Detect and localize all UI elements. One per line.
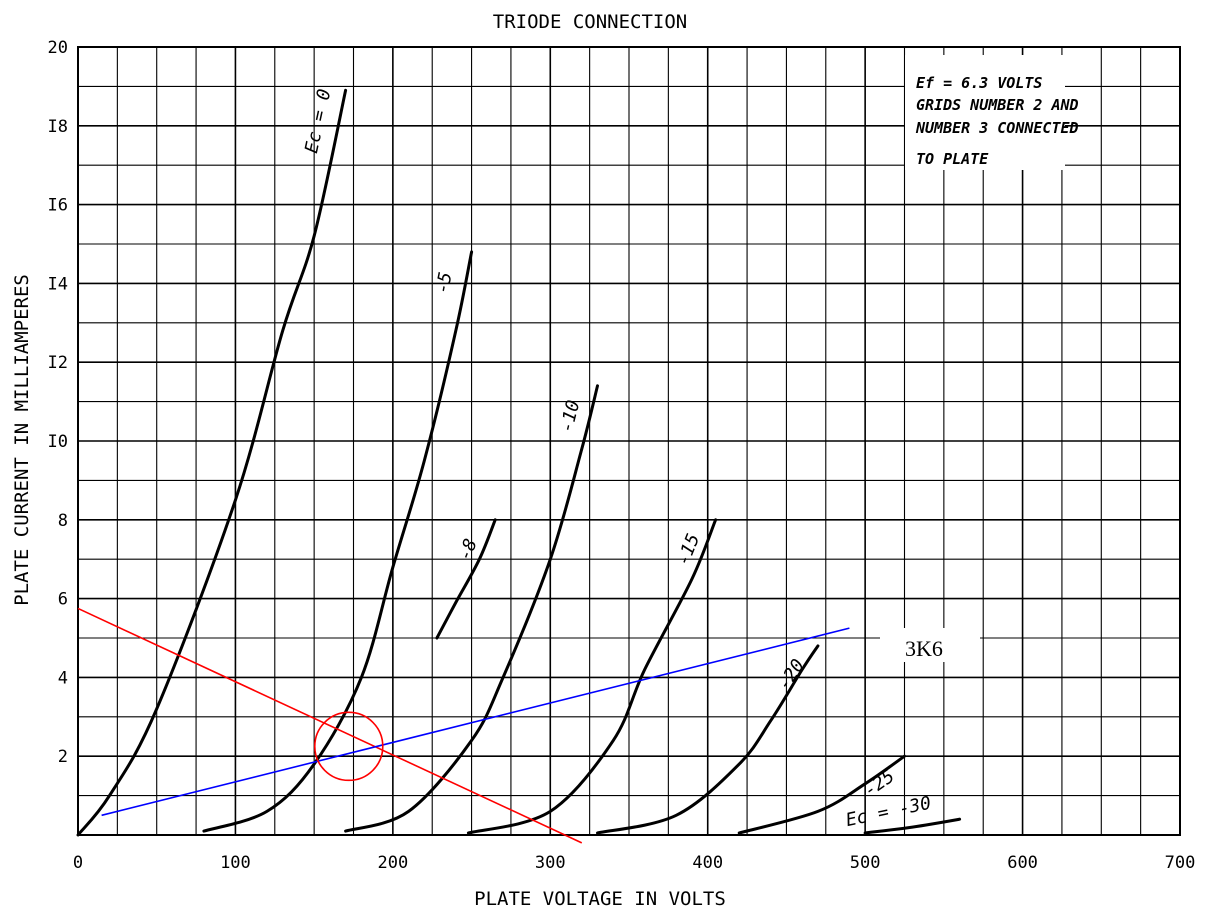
overlays (77, 607, 850, 844)
y-tick-label: 8 (58, 511, 68, 531)
y-tick-label: I8 (48, 117, 68, 137)
x-tick-label: 700 (1165, 853, 1196, 873)
x-axis-label: PLATE VOLTAGE IN VOLTS (474, 888, 726, 910)
annotation-box (880, 628, 980, 662)
curve-label-0: Ec = 0 (301, 87, 335, 155)
chart-title: TRIODE CONNECTION (493, 11, 687, 33)
y-tick-label: 20 (48, 38, 68, 58)
note-line-4: TO PLATE (916, 150, 989, 168)
annotation-3k6: 3K6 (905, 636, 943, 661)
y-tick-label: 4 (58, 668, 68, 688)
y-tick-label: 6 (58, 590, 68, 610)
curve-label-1: -5 (432, 270, 457, 295)
x-tick-label: 300 (535, 853, 566, 873)
curve-0 (76, 88, 348, 837)
note-line-1: Ef = 6.3 VOLTS (916, 74, 1042, 92)
curve-4 (466, 518, 718, 835)
curve-3 (344, 384, 599, 833)
curve-7 (863, 817, 962, 835)
plot-frame (77, 46, 1181, 836)
y-tick-label: 2 (58, 747, 68, 767)
curve-label-5: -20 (774, 655, 810, 694)
curve-5 (596, 644, 820, 835)
x-tick-label: 500 (850, 853, 881, 873)
x-tick-label: 600 (1007, 853, 1038, 873)
x-tick-label: 100 (220, 853, 251, 873)
curve-label-3: -10 (556, 398, 584, 435)
y-axis-label: PLATE CURRENT IN MILLIAMPERES (11, 274, 33, 606)
y-tick-label: I4 (48, 274, 68, 294)
overlay-line-1 (101, 627, 850, 817)
x-tick-label: 400 (692, 853, 723, 873)
y-tick-label: I6 (48, 196, 68, 216)
axes: 0 100 200 300 400 500 600 700 2 4 6 8 I0 I2 I4 I6 I8 20 (48, 38, 1196, 873)
note-line-3: NUMBER 3 CONNECTED (915, 119, 1079, 137)
note-line-2: GRIDS NUMBER 2 AND (916, 96, 1079, 114)
y-tick-label: I2 (48, 353, 68, 373)
curve-6 (737, 754, 906, 835)
curve-2 (435, 518, 497, 640)
y-tick-label: I0 (48, 432, 68, 452)
x-tick-label: 0 (73, 853, 83, 873)
operating-point-circle (313, 711, 384, 782)
curve-1 (202, 250, 474, 833)
overlay-line-0 (77, 607, 583, 844)
x-tick-label: 200 (377, 853, 408, 873)
note-box (905, 55, 1065, 170)
